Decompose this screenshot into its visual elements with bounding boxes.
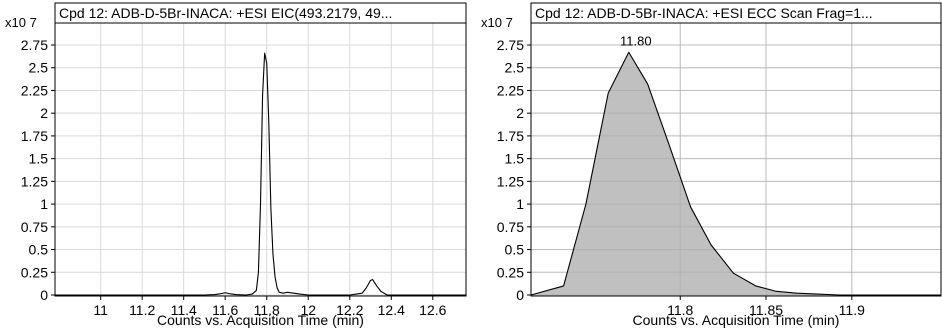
y-tick-label: 2.25 — [497, 82, 524, 98]
y-tick-label: 2.5 — [505, 60, 525, 76]
x-tick-label: 11.4 — [171, 302, 197, 318]
series-line — [55, 52, 466, 296]
x-tick-label: 11.2 — [129, 302, 155, 318]
x-tick-label: 12 — [300, 302, 316, 318]
y-tick-label: 1 — [40, 196, 48, 212]
y-tick-label: 2 — [516, 105, 524, 121]
x-axis-label: Counts vs. Acquisition Time (min) — [633, 312, 840, 328]
title-bar — [531, 3, 941, 23]
y-multiplier-label: x10 7 — [5, 15, 37, 30]
plot-frame — [530, 2, 942, 297]
y-tick-label: 1.75 — [497, 128, 524, 144]
y-tick-label: 1 — [516, 196, 524, 212]
x-axis-label: Counts vs. Acquisition Time (min) — [157, 312, 364, 328]
title-bar — [55, 3, 466, 23]
x-tick-label: 11.6 — [212, 302, 238, 318]
x-tick-label: 11.8 — [254, 302, 280, 318]
plot-frame — [54, 2, 467, 297]
y-tick-label: 1.5 — [29, 151, 49, 167]
y-tick-label: 0.75 — [497, 219, 524, 235]
y-tick-label: 0.25 — [497, 264, 524, 280]
y-tick-label: 0.5 — [29, 242, 49, 258]
x-tick-label: 11 — [93, 302, 108, 318]
chart-panel-1 — [51, 2, 467, 300]
series-line — [530, 51, 941, 296]
x-tick-label: 11.85 — [749, 302, 783, 318]
x-tick-label: 11.8 — [667, 302, 693, 318]
chart-title: Cpd 12: ADB-D-5Br-INACA: +ESI EIC(493.21… — [59, 5, 392, 21]
y-tick-label: 0 — [40, 287, 48, 303]
chart-title: Cpd 12: ADB-D-5Br-INACA: +ESI ECC Scan F… — [535, 5, 873, 21]
y-tick-label: 0.25 — [21, 264, 48, 280]
y-tick-label: 2.75 — [21, 37, 48, 53]
x-tick-label: 12.4 — [378, 302, 405, 318]
y-tick-label: 0.75 — [21, 219, 48, 235]
y-tick-label: 1.5 — [505, 151, 525, 167]
y-tick-label: 1.75 — [21, 128, 48, 144]
y-tick-label: 0.5 — [505, 242, 525, 258]
x-tick-label: 12.6 — [419, 302, 446, 318]
y-tick-label: 1.25 — [497, 173, 524, 189]
y-tick-label: 2.75 — [497, 37, 524, 53]
y-tick-label: 0 — [516, 287, 524, 303]
peak-label: 11.80 — [620, 33, 652, 48]
y-tick-label: 1.25 — [21, 173, 48, 189]
x-tick-label: 12.2 — [336, 302, 363, 318]
y-tick-label: 2 — [40, 105, 48, 121]
y-tick-label: 2.5 — [29, 60, 49, 76]
y-tick-label: 2.25 — [21, 82, 48, 98]
chart-panel-2 — [527, 2, 942, 300]
y-multiplier-label: x10 7 — [481, 15, 513, 30]
x-tick-label: 11.9 — [839, 302, 865, 318]
